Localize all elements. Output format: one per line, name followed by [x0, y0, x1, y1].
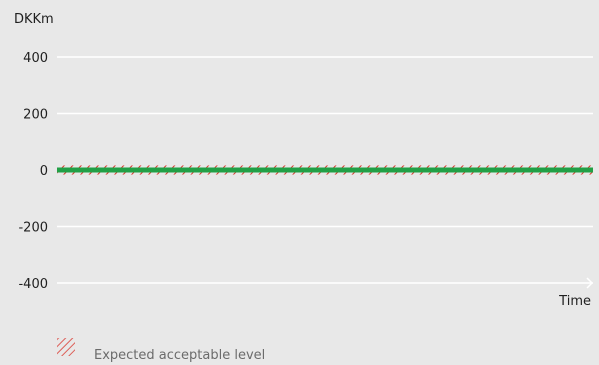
x-axis-title: Time — [558, 294, 591, 309]
legend: Expected acceptable level — [57, 338, 265, 363]
y-tick-label-2: 0 — [40, 164, 48, 179]
y-tick-label-0: 400 — [23, 51, 48, 66]
y-tick-label-4: -400 — [18, 277, 48, 292]
y-tick-labels: 400 200 0 -200 -400 — [18, 51, 48, 292]
y-tick-label-3: -200 — [18, 221, 48, 236]
x-axis-arrow-icon — [586, 277, 594, 289]
y-tick-label-1: 200 — [23, 108, 48, 123]
legend-hatch-swatch — [57, 338, 75, 356]
series-layer — [57, 165, 593, 175]
y-axis-title: DKKm — [14, 12, 54, 27]
legend-label: Expected acceptable level — [94, 348, 265, 363]
